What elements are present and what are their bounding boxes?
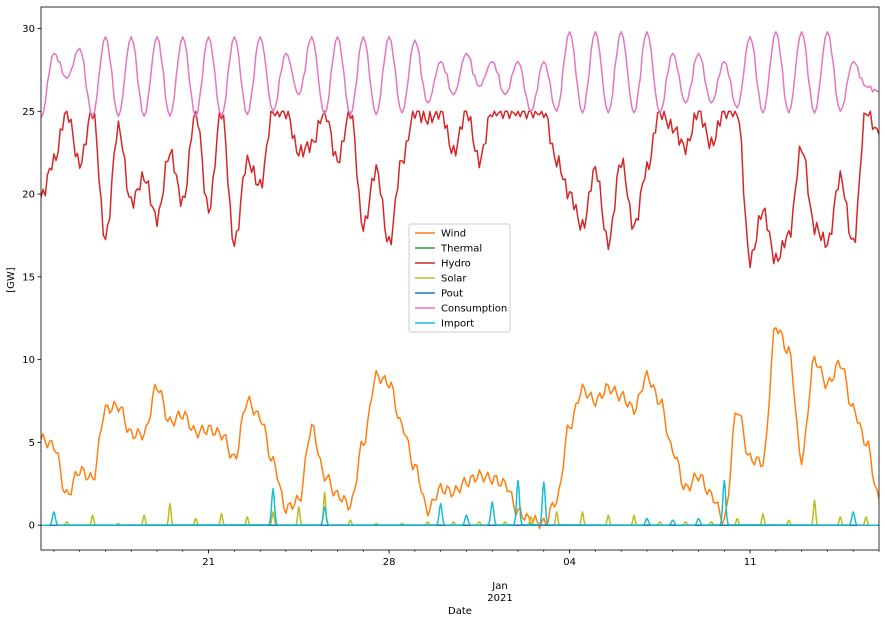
x-tick-label: 28 bbox=[383, 557, 396, 568]
series-line-solar bbox=[41, 491, 879, 526]
legend-label-thermal: Thermal bbox=[440, 244, 482, 255]
y-tick-label: 10 bbox=[22, 355, 35, 366]
x-secondary-label-month: Jan bbox=[491, 581, 507, 592]
x-tick-label: 11 bbox=[744, 557, 757, 568]
series-line-import bbox=[41, 479, 879, 526]
legend-label-consumption: Consumption bbox=[441, 304, 507, 315]
x-secondary-label-year: 2021 bbox=[487, 593, 512, 604]
legend-label-hydro: Hydro bbox=[441, 259, 471, 270]
plot-frame bbox=[40, 6, 880, 551]
y-axis-label: [GW] bbox=[6, 267, 17, 293]
plot-area bbox=[41, 31, 879, 530]
y-tick-label: 20 bbox=[22, 190, 35, 201]
series-line-wind bbox=[41, 326, 879, 530]
legend-box bbox=[408, 223, 511, 333]
y-tick-label: 0 bbox=[29, 521, 35, 532]
series-line-hydro bbox=[41, 110, 879, 269]
x-tick-label: 04 bbox=[563, 557, 576, 568]
y-tick-label: 30 bbox=[22, 24, 35, 35]
series-line-consumption bbox=[41, 31, 879, 119]
x-axis-label: Date bbox=[448, 606, 472, 617]
legend-label-pout: Pout bbox=[441, 289, 463, 300]
y-tick-label: 15 bbox=[22, 272, 35, 283]
legend-label-import: Import bbox=[441, 319, 474, 330]
legend-label-solar: Solar bbox=[441, 274, 467, 285]
y-tick-label: 25 bbox=[22, 107, 35, 118]
legend-label-wind: Wind bbox=[441, 229, 466, 240]
x-tick-label: 21 bbox=[202, 557, 215, 568]
axes: 0 5 10 15 20 25 30 21 28 04 11 bbox=[22, 6, 880, 568]
y-tick-label: 5 bbox=[29, 438, 35, 449]
legend: Wind Thermal Hydro Solar Pout Consumption Impo… bbox=[408, 223, 511, 333]
